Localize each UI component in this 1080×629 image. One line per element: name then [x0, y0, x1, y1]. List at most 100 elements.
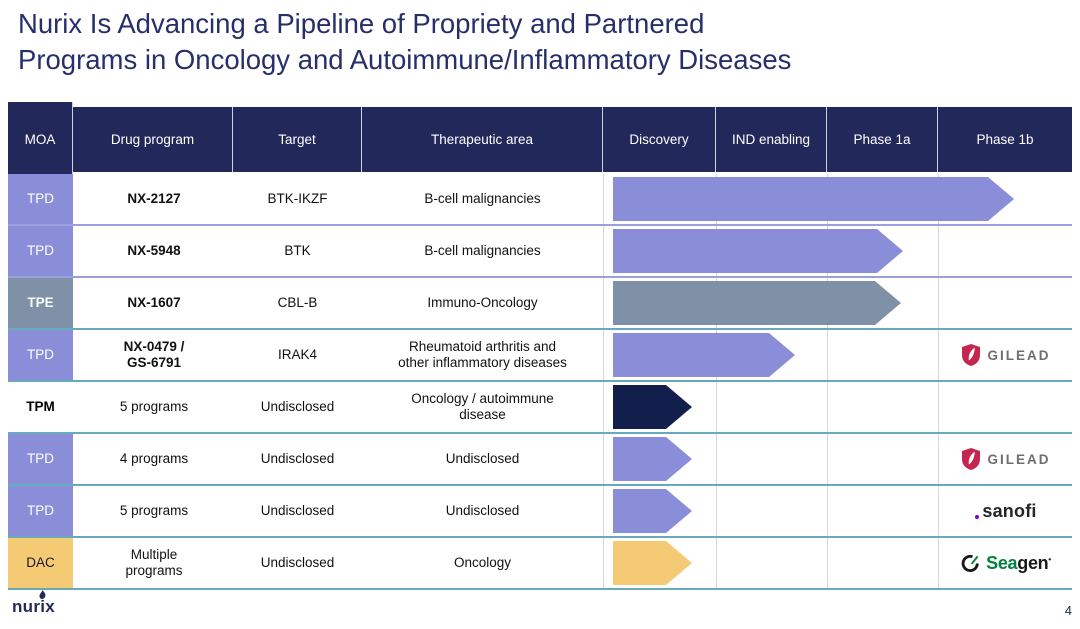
progress-arrow — [613, 541, 692, 585]
slide-title: Nurix Is Advancing a Pipeline of Proprie… — [18, 6, 1038, 78]
table-header-row: MOA Drug program Target Therapeutic area… — [8, 102, 1072, 177]
progress-arrow — [613, 281, 901, 325]
seagen-logo: Seagen• — [940, 538, 1072, 588]
target-label: IRAK4 — [277, 347, 318, 363]
therapeutic-area-label: Undisclosed — [445, 503, 520, 519]
progress-arrow — [613, 437, 692, 481]
moa-badge: TPD — [8, 174, 73, 224]
moa-badge: TPM — [8, 382, 73, 432]
phase-gridline — [938, 226, 939, 276]
moa-badge: TPD — [8, 434, 73, 484]
target-label: BTK — [284, 243, 311, 259]
phase-gridline — [938, 330, 939, 380]
table-row-nx-0479: TPD NX-0479 / GS-6791 IRAK4 Rheumatoid a… — [8, 330, 1072, 382]
partner-name: sanofi — [975, 501, 1036, 522]
timeline-track — [603, 382, 1072, 432]
column-header-moa: MOA — [8, 102, 73, 177]
drug-program-label: NX-2127 — [127, 191, 181, 207]
gilead-logo: GILEAD — [940, 330, 1072, 380]
drug-program-label: 5 programs — [119, 503, 189, 519]
table-row-nx-5948: TPD NX-5948 BTK B-cell malignancies — [8, 226, 1072, 278]
phase-gridline — [938, 486, 939, 536]
table-row-tpd-4-programs: TPD 4 programs Undisclosed Undisclosed — [8, 434, 1072, 486]
phase-gridline — [603, 226, 604, 276]
progress-arrow — [613, 489, 692, 533]
timeline-track — [603, 174, 1072, 224]
phase-gridline — [938, 382, 939, 432]
column-header-target: Target — [233, 107, 362, 172]
drug-program-label: 4 programs — [119, 451, 189, 467]
table-row-nx-2127: TPD NX-2127 BTK-IKZF B-cell malignancies — [8, 174, 1072, 226]
timeline-track: GILEAD — [603, 330, 1072, 380]
therapeutic-area-label: Oncology / autoimmune disease — [411, 391, 554, 422]
drug-program-label: 5 programs — [119, 399, 189, 415]
therapeutic-area-label: Undisclosed — [445, 451, 520, 467]
moa-badge: TPD — [8, 226, 73, 276]
therapeutic-area-label: Immuno-Oncology — [427, 295, 538, 311]
progress-arrow — [613, 229, 903, 273]
table-row-tpd-5-programs: TPD 5 programs Undisclosed Undisclosed s… — [8, 486, 1072, 538]
moa-badge: TPD — [8, 486, 73, 536]
phase-gridline — [938, 434, 939, 484]
gilead-logo: GILEAD — [940, 434, 1072, 484]
therapeutic-area-label: Oncology — [453, 555, 512, 571]
drug-program-label: NX-1607 — [127, 295, 181, 311]
therapeutic-area-label: B-cell malignancies — [424, 191, 541, 207]
table-row-tpm-programs: TPM 5 programs Undisclosed Oncology / au… — [8, 382, 1072, 434]
timeline-track: GILEAD — [603, 434, 1072, 484]
phase-gridline — [827, 486, 828, 536]
timeline-track: Seagen• — [603, 538, 1072, 588]
target-label: Undisclosed — [260, 399, 335, 415]
column-header-phase-1b: Phase 1b — [976, 132, 1034, 147]
timeline-track — [603, 226, 1072, 276]
phase-gridline — [603, 174, 604, 224]
phase-gridline — [938, 278, 939, 328]
drug-program-label: Multiple programs — [125, 547, 183, 578]
column-header-ind-enabling: IND enabling — [716, 107, 827, 172]
table-row-nx-1607: TPE NX-1607 CBL-B Immuno-Oncology — [8, 278, 1072, 330]
drug-program-label: NX-5948 — [127, 243, 181, 259]
drug-program-label: NX-0479 / GS-6791 — [123, 339, 185, 370]
gilead-shield-icon — [962, 344, 981, 366]
phase-gridline — [603, 330, 604, 380]
column-header-therapeutic-area: Therapeutic area — [362, 107, 603, 172]
column-header-phase-1a: Phase 1a — [827, 107, 938, 172]
sanofi-logo: sanofi — [940, 486, 1072, 536]
moa-badge: TPE — [8, 278, 73, 328]
phase-gridline — [827, 330, 828, 380]
slide-title-line2: Programs in Oncology and Autoimmune/Infl… — [18, 43, 792, 75]
partner-name: GILEAD — [987, 451, 1051, 467]
target-label: BTK-IKZF — [267, 191, 328, 207]
phase-gridline — [716, 538, 717, 588]
gilead-shield-icon — [962, 448, 981, 470]
nurix-logo: nurix — [12, 590, 55, 617]
phase-gridline — [827, 382, 828, 432]
nurix-flame-icon — [39, 590, 46, 599]
timeline-track: sanofi — [603, 486, 1072, 536]
target-label: Undisclosed — [260, 503, 335, 519]
table-body: TPD NX-2127 BTK-IKZF B-cell malignancies… — [8, 174, 1072, 590]
target-label: Undisclosed — [260, 451, 335, 467]
table-row-dac-programs: DAC Multiple programs Undisclosed Oncolo… — [8, 538, 1072, 590]
progress-arrow — [613, 333, 795, 377]
moa-badge: DAC — [8, 538, 73, 588]
moa-badge: TPD — [8, 330, 73, 380]
progress-arrow — [613, 385, 692, 429]
timeline-track — [603, 278, 1072, 328]
phase-gridline — [603, 434, 604, 484]
phase-gridline — [603, 278, 604, 328]
phase-gridline — [603, 382, 604, 432]
phase-gridline — [716, 486, 717, 536]
phase-gridline — [716, 382, 717, 432]
target-label: Undisclosed — [260, 555, 335, 571]
phase-gridline — [716, 434, 717, 484]
seagen-swirl-icon — [961, 554, 979, 572]
phase-gridline — [938, 538, 939, 588]
page-number: 4 — [1064, 603, 1072, 618]
progress-arrow — [613, 177, 1014, 221]
therapeutic-area-label: Rheumatoid arthritis and other inflammat… — [398, 339, 567, 370]
therapeutic-area-label: B-cell malignancies — [424, 243, 541, 259]
phase-gridline — [603, 538, 604, 588]
partner-name: Seagen• — [986, 552, 1051, 573]
